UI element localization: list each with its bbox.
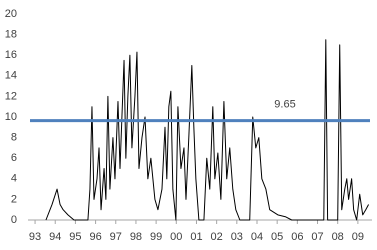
y-tick-label: 6	[11, 152, 17, 164]
x-tick-label: 96	[89, 231, 101, 243]
y-tick-label: 16	[5, 49, 17, 61]
x-tick-label: 08	[332, 231, 344, 243]
x-tick-label: 05	[271, 231, 283, 243]
x-tick-label: 95	[69, 231, 81, 243]
line-series	[45, 39, 370, 221]
y-tick-label: 20	[5, 8, 17, 20]
x-tick-label: 97	[110, 231, 122, 243]
x-tick-label: 03	[231, 231, 243, 243]
x-tick-label: 94	[49, 231, 61, 243]
y-tick-label: 10	[5, 111, 17, 123]
x-tick-label: 01	[190, 231, 202, 243]
x-tick-label: 93	[29, 231, 41, 243]
y-tick-label: 2	[11, 193, 17, 205]
y-tick-label: 12	[5, 90, 17, 102]
y-tick-label: 0	[11, 214, 17, 226]
reference-label: 9.65	[274, 99, 295, 111]
x-tick-label: 06	[291, 231, 303, 243]
x-tick-label: 00	[170, 231, 182, 243]
y-tick-label: 4	[11, 173, 17, 185]
y-tick-label: 18	[5, 29, 17, 41]
x-tick-label: 99	[150, 231, 162, 243]
x-tick-label: 09	[352, 231, 364, 243]
y-tick-label: 14	[5, 70, 17, 82]
x-tick-label: 04	[251, 231, 263, 243]
x-tick-label: 02	[211, 231, 223, 243]
x-tick-label: 07	[311, 231, 323, 243]
y-tick-label: 8	[11, 132, 17, 144]
x-tick-label: 98	[130, 231, 142, 243]
